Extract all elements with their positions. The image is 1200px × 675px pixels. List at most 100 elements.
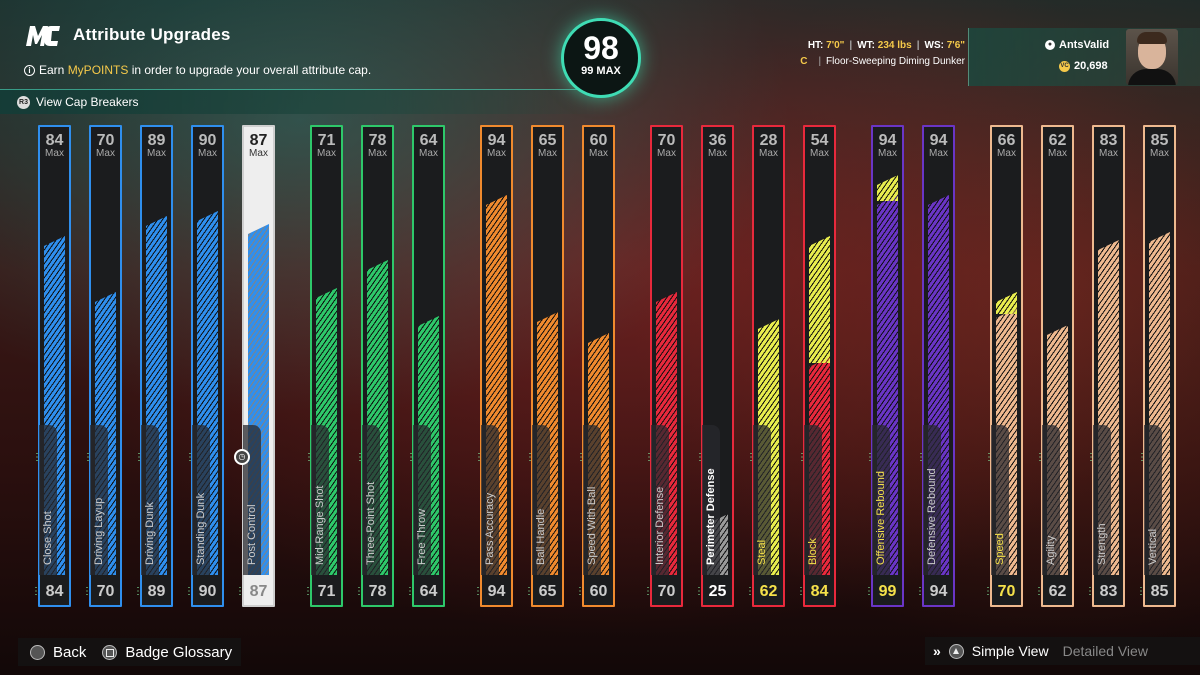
attribute-name: Offensive Rebound bbox=[875, 471, 887, 565]
menu-dots-icon: ⋮ bbox=[405, 586, 415, 597]
attribute-max: 28 Max bbox=[754, 133, 783, 159]
overall-value: 98 bbox=[583, 30, 619, 66]
attribute-max-label: Max bbox=[997, 148, 1016, 159]
attribute-bar-driving-dunk[interactable]: 89 Max Driving Dunk ⋮ ⋮ 89 bbox=[133, 125, 173, 607]
overall-rating-badge: 98 99 MAX bbox=[561, 18, 641, 98]
attribute-name: Driving Dunk bbox=[144, 502, 156, 565]
attribute-max-value: 70 bbox=[96, 132, 115, 149]
menu-dots-icon: ⋮ bbox=[235, 586, 245, 597]
attribute-current-value: 90 bbox=[198, 583, 217, 600]
detailed-view-button[interactable]: Detailed View bbox=[1062, 643, 1148, 659]
footer-controls-right: » Simple View Detailed View bbox=[925, 637, 1200, 665]
attribute-bar-defensive-rebound[interactable]: 94 Max Defensive Rebound ⋮ ⋮ 94 bbox=[915, 125, 955, 607]
attribute-bar-standing-dunk[interactable]: 90 Max Standing Dunk ⋮ ⋮ 90 bbox=[184, 125, 224, 607]
menu-dots-icon: ⋮ bbox=[1035, 452, 1045, 463]
attribute-max-value: 36 bbox=[708, 132, 727, 149]
attribute-name: Pass Accuracy bbox=[484, 492, 496, 565]
attribute-max: 65 Max bbox=[533, 133, 562, 159]
triangle-button-icon bbox=[948, 643, 964, 659]
attribute-max: 60 Max bbox=[584, 133, 613, 159]
attribute-max-label: Max bbox=[1099, 148, 1118, 159]
attribute-max-value: 94 bbox=[487, 132, 506, 149]
attribute-bar-pass-accuracy[interactable]: 94 Max Pass Accuracy ⋮ ⋮ 94 bbox=[473, 125, 513, 607]
attribute-name: Speed bbox=[994, 533, 1006, 565]
menu-dots-icon: ⋮ bbox=[864, 586, 874, 597]
attribute-bar-close-shot[interactable]: 84 Max Close Shot ⋮ ⋮ 84 bbox=[31, 125, 71, 607]
attribute-max-value: 94 bbox=[878, 132, 897, 149]
attribute-max-value: 66 bbox=[997, 132, 1016, 149]
attribute-max-value: 83 bbox=[1099, 132, 1118, 149]
attribute-max-value: 28 bbox=[759, 132, 778, 149]
attribute-current-value: 84 bbox=[810, 583, 829, 600]
height-value: 7'0" bbox=[826, 40, 845, 51]
wingspan-value: 7'6" bbox=[946, 40, 965, 51]
attribute-label-tab bbox=[1093, 425, 1111, 575]
attribute-bar-strength[interactable]: 83 Max Strength ⋮ ⋮ 83 bbox=[1085, 125, 1125, 607]
simple-view-button[interactable]: Simple View bbox=[971, 643, 1049, 659]
attribute-bar-perimeter-defense[interactable]: 36 Max Perimeter Defense ⋮ ⋮ 25 bbox=[694, 125, 734, 607]
attribute-max: 36 Max bbox=[703, 133, 732, 159]
attribute-name: Driving Layup bbox=[93, 497, 105, 565]
menu-dots-icon: ⋮ bbox=[134, 452, 144, 463]
attribute-current-value: 87 bbox=[249, 583, 268, 600]
attribute-max-label: Max bbox=[317, 148, 336, 159]
badge-glossary-button[interactable]: Badge Glossary bbox=[125, 643, 233, 661]
attribute-current-value: 89 bbox=[147, 583, 166, 600]
attribute-bar-offensive-rebound[interactable]: 94 Max Offensive Rebound ⋮ ⋮ 99 bbox=[864, 125, 904, 607]
menu-dots-icon: ⋮ bbox=[524, 586, 534, 597]
attribute-name: Vertical bbox=[1147, 528, 1159, 565]
chevron-right-icon: » bbox=[933, 643, 941, 659]
attribute-name: Interior Defense bbox=[654, 486, 666, 565]
attribute-bar-mid-range-shot[interactable]: 71 Max Mid-Range Shot ⋮ ⋮ 71 bbox=[303, 125, 343, 607]
attribute-bar-vertical[interactable]: 85 Max Vertical ⋮ ⋮ 85 bbox=[1136, 125, 1176, 607]
attribute-label-tab bbox=[753, 425, 771, 575]
attribute-name: Agility bbox=[1045, 535, 1057, 565]
attribute-label-tab bbox=[362, 425, 380, 575]
attribute-name: Three-Point Shot bbox=[365, 481, 377, 565]
attribute-bar-speed[interactable]: 66 Max Speed ⋮ ⋮ 70 bbox=[983, 125, 1023, 607]
view-cap-breakers-button[interactable]: R3 View Cap Breakers bbox=[0, 89, 620, 114]
attribute-max-label: Max bbox=[45, 148, 64, 159]
attribute-bar-three-point-shot[interactable]: 78 Max Three-Point Shot ⋮ ⋮ 78 bbox=[354, 125, 394, 607]
attribute-bar-interior-defense[interactable]: 70 Max Interior Defense ⋮ ⋮ 70 bbox=[643, 125, 683, 607]
attribute-label-tab bbox=[39, 425, 57, 575]
attribute-label-tab bbox=[991, 425, 1009, 575]
attribute-current-value: 25 bbox=[708, 583, 727, 600]
attribute-max-label: Max bbox=[198, 148, 217, 159]
attribute-bar-agility[interactable]: 62 Max Agility ⋮ ⋮ 62 bbox=[1034, 125, 1074, 607]
attribute-name: Ball Handle bbox=[535, 508, 547, 565]
attribute-max-value: 90 bbox=[198, 132, 217, 149]
attribute-max: 87 Max bbox=[244, 133, 273, 159]
attribute-name: Standing Dunk bbox=[195, 492, 207, 565]
attribute-max-label: Max bbox=[419, 148, 438, 159]
menu-dots-icon: ⋮ bbox=[797, 452, 807, 463]
archetype: Floor-Sweeping Diming Dunker bbox=[826, 56, 965, 67]
attribute-current-value: 84 bbox=[45, 583, 64, 600]
attribute-max: 66 Max bbox=[992, 133, 1021, 159]
position: C bbox=[800, 56, 808, 67]
attribute-bar-driving-layup[interactable]: 70 Max Driving Layup ⋮ ⋮ 70 bbox=[82, 125, 122, 607]
attribute-current-value: 99 bbox=[878, 583, 897, 600]
attribute-max-value: 89 bbox=[147, 132, 166, 149]
attribute-bar-steal[interactable]: 28 Max Steal ⋮ ⋮ 62 bbox=[745, 125, 785, 607]
attribute-bar-block[interactable]: 54 Max Block ⋮ ⋮ 84 bbox=[796, 125, 836, 607]
attribute-max-value: 87 bbox=[249, 132, 268, 149]
menu-dots-icon: ⋮ bbox=[473, 586, 483, 597]
attribute-max: 78 Max bbox=[363, 133, 392, 159]
attribute-name: Block bbox=[807, 538, 819, 565]
menu-dots-icon: ⋮ bbox=[916, 452, 926, 463]
attribute-label-tab bbox=[702, 425, 720, 575]
attribute-max-label: Max bbox=[589, 148, 608, 159]
menu-dots-icon: ⋮ bbox=[1136, 586, 1146, 597]
attribute-bar-free-throw[interactable]: 64 Max Free Throw ⋮ ⋮ 64 bbox=[405, 125, 445, 607]
attribute-current-value: 70 bbox=[657, 583, 676, 600]
attribute-max: 54 Max bbox=[805, 133, 834, 159]
username: AntsValid bbox=[1059, 39, 1110, 51]
attribute-bar-post-control[interactable]: 87 Max Post Control ◷ ⋮ 87 bbox=[234, 125, 275, 607]
attribute-bar-ball-handle[interactable]: 65 Max Ball Handle ⋮ ⋮ 65 bbox=[524, 125, 564, 607]
back-button[interactable]: Back bbox=[53, 643, 87, 661]
circle-button-icon bbox=[30, 644, 45, 660]
attribute-max-value: 54 bbox=[810, 132, 829, 149]
attribute-bar-speed-with-ball[interactable]: 60 Max Speed With Ball ⋮ ⋮ 60 bbox=[575, 125, 615, 607]
